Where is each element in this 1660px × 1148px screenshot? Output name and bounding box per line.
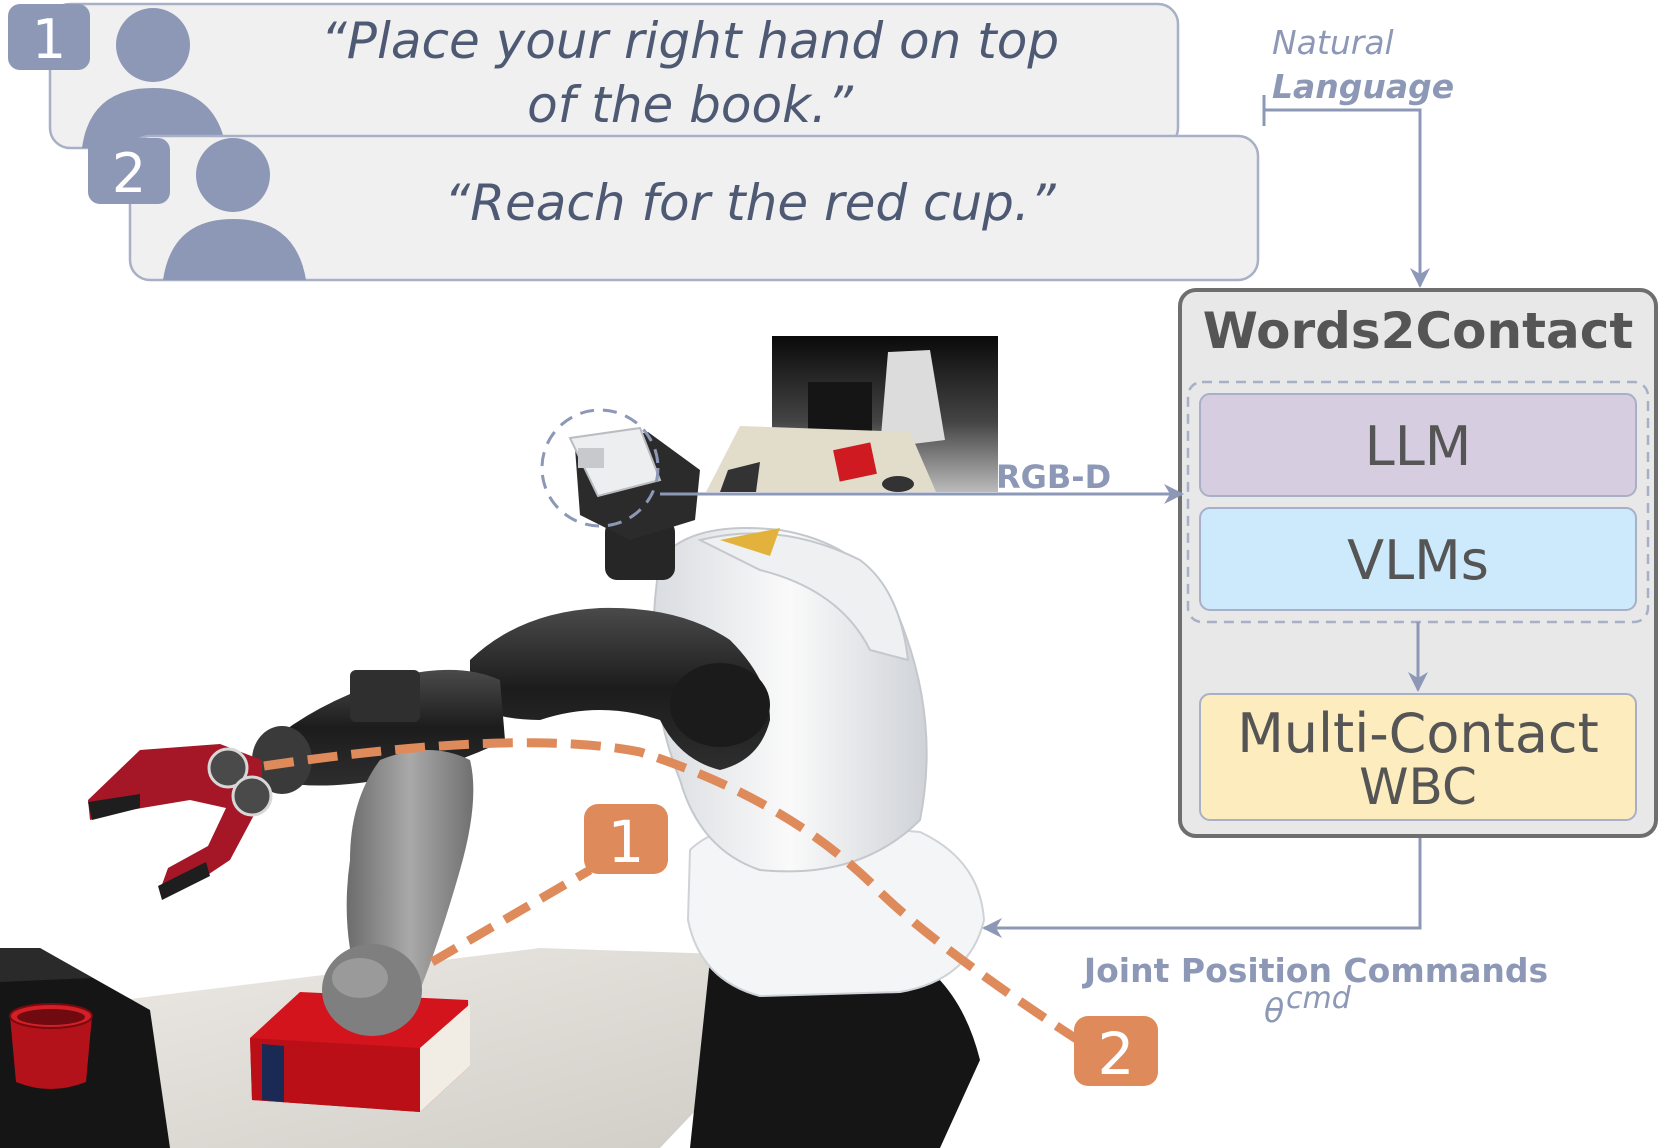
- rgbd-connection: RGB-D: [660, 458, 1184, 504]
- vlms-label: VLMs: [1347, 529, 1489, 592]
- target-2-badge: 2: [1074, 1016, 1158, 1088]
- wbc-label-line1: Multi-Contact: [1237, 702, 1599, 765]
- red-gripper: [88, 744, 273, 900]
- llm-module: LLM: [1199, 393, 1637, 497]
- wbc-label-line2: WBC: [1359, 758, 1477, 816]
- camera-highlight: [540, 408, 660, 528]
- llm-label: LLM: [1365, 415, 1472, 478]
- rgbd-label: RGB-D: [996, 458, 1111, 496]
- joint-commands-connection: Joint Position Commands θ cmd: [982, 838, 1548, 1030]
- language-arrow: [1264, 108, 1430, 288]
- trajectory-2: [263, 738, 1081, 1044]
- camera-view-inset: [706, 336, 998, 492]
- person-2-icon: [163, 138, 306, 280]
- wbc-module: Multi-Contact WBC: [1199, 693, 1637, 821]
- target-1-badge: 1: [584, 804, 668, 876]
- words2contact-system: Words2Contact LLM VLMs Multi-Contact WBC: [1178, 288, 1658, 838]
- speaker-1-quote-line2: of the book.”: [527, 76, 854, 134]
- joint-commands-arrow: [982, 838, 1422, 938]
- natural-language-input: Natural Language: [1262, 23, 1454, 288]
- person-1-icon: [82, 8, 226, 148]
- theta-superscript: cmd: [1286, 981, 1352, 1016]
- robot-head-camera: [568, 426, 700, 540]
- red-cup: [9, 1003, 93, 1089]
- robot-scene: [0, 408, 986, 1148]
- speaker-1-badge: 1: [8, 4, 90, 71]
- system-title: Words2Contact: [1203, 302, 1634, 360]
- speaker-2-number: 2: [112, 142, 146, 205]
- speaker-2-bubble: 2 “Reach for the red cup.”: [88, 134, 1260, 282]
- theta-symbol: θ: [1264, 991, 1284, 1030]
- joint-commands-label: Joint Position Commands: [1082, 951, 1548, 990]
- target-2-number: 2: [1098, 1020, 1135, 1088]
- natural-language-label-line2: Language: [1272, 67, 1454, 106]
- natural-language-label-line1: Natural: [1272, 23, 1394, 62]
- trajectory-1: [429, 866, 593, 966]
- target-1-number: 1: [608, 808, 645, 876]
- vlms-module: VLMs: [1199, 507, 1637, 611]
- speaker-2-quote: “Reach for the red cup.”: [444, 174, 1056, 232]
- speaker-1-bubble: 1 “Place your right hand on top of the b…: [8, 2, 1180, 150]
- speaker-1-quote-line1: “Place your right hand on top: [321, 12, 1059, 70]
- speaker-1-number: 1: [32, 8, 66, 71]
- speaker-2-badge: 2: [88, 138, 170, 205]
- red-book: [250, 992, 470, 1112]
- robot-gray-arm: [346, 750, 474, 990]
